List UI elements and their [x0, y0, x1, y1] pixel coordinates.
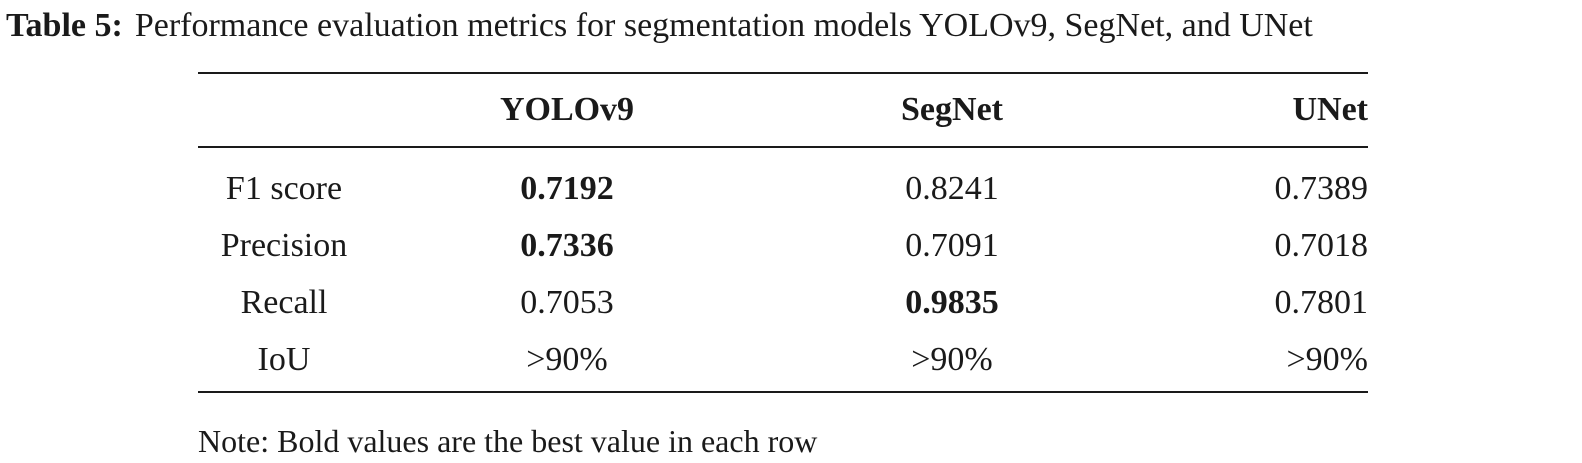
cell-f1-segnet: 0.8241 [905, 169, 999, 207]
row-label-recall: Recall [240, 283, 328, 321]
cell-recall-yolov9: 0.7053 [520, 283, 614, 321]
table-row: F1 score 0.7192 0.8241 0.7389 [198, 146, 1368, 217]
table-row: IoU >90% >90% >90% [198, 331, 1368, 388]
cell-iou-yolov9: >90% [526, 340, 608, 378]
cell-iou-unet: >90% [1286, 340, 1369, 378]
row-label-f1-score: F1 score [225, 169, 343, 207]
bottom-rule [198, 391, 1368, 393]
cell-precision-unet: 0.7018 [1274, 226, 1369, 264]
cell-f1-yolov9: 0.7192 [520, 169, 614, 207]
cell-recall-segnet: 0.9835 [905, 283, 999, 321]
table-note: Note: Bold values are the best value in … [198, 423, 818, 459]
metrics-table: YOLOv9 SegNet UNet F1 score 0.7192 0.824… [198, 74, 1368, 388]
header-cell-unet: UNet [1292, 91, 1368, 128]
cell-f1-unet: 0.7389 [1274, 169, 1369, 207]
row-label-precision: Precision [220, 226, 348, 264]
header-row: YOLOv9 SegNet UNet [198, 74, 1368, 146]
table-caption: Table 5: Performance evaluation metrics f… [6, 4, 1576, 48]
header-cell-yolov9: YOLOv9 [499, 91, 635, 128]
cell-recall-unet: 0.7801 [1274, 283, 1369, 321]
cell-precision-segnet: 0.7091 [905, 226, 999, 264]
header-rule [198, 146, 1368, 148]
caption-text: Performance evaluation metrics for segme… [134, 7, 1313, 44]
table-row: Recall 0.7053 0.9835 0.7801 [198, 274, 1368, 331]
header-cell-empty [198, 74, 370, 146]
header-cell-segnet: SegNet [901, 91, 1003, 128]
cell-precision-yolov9: 0.7336 [520, 226, 614, 264]
row-label-iou: IoU [257, 340, 311, 378]
caption-label: Table 5: [6, 7, 123, 44]
table-row: Precision 0.7336 0.7091 0.7018 [198, 217, 1368, 274]
top-rule [198, 72, 1368, 74]
cell-iou-segnet: >90% [911, 340, 993, 378]
